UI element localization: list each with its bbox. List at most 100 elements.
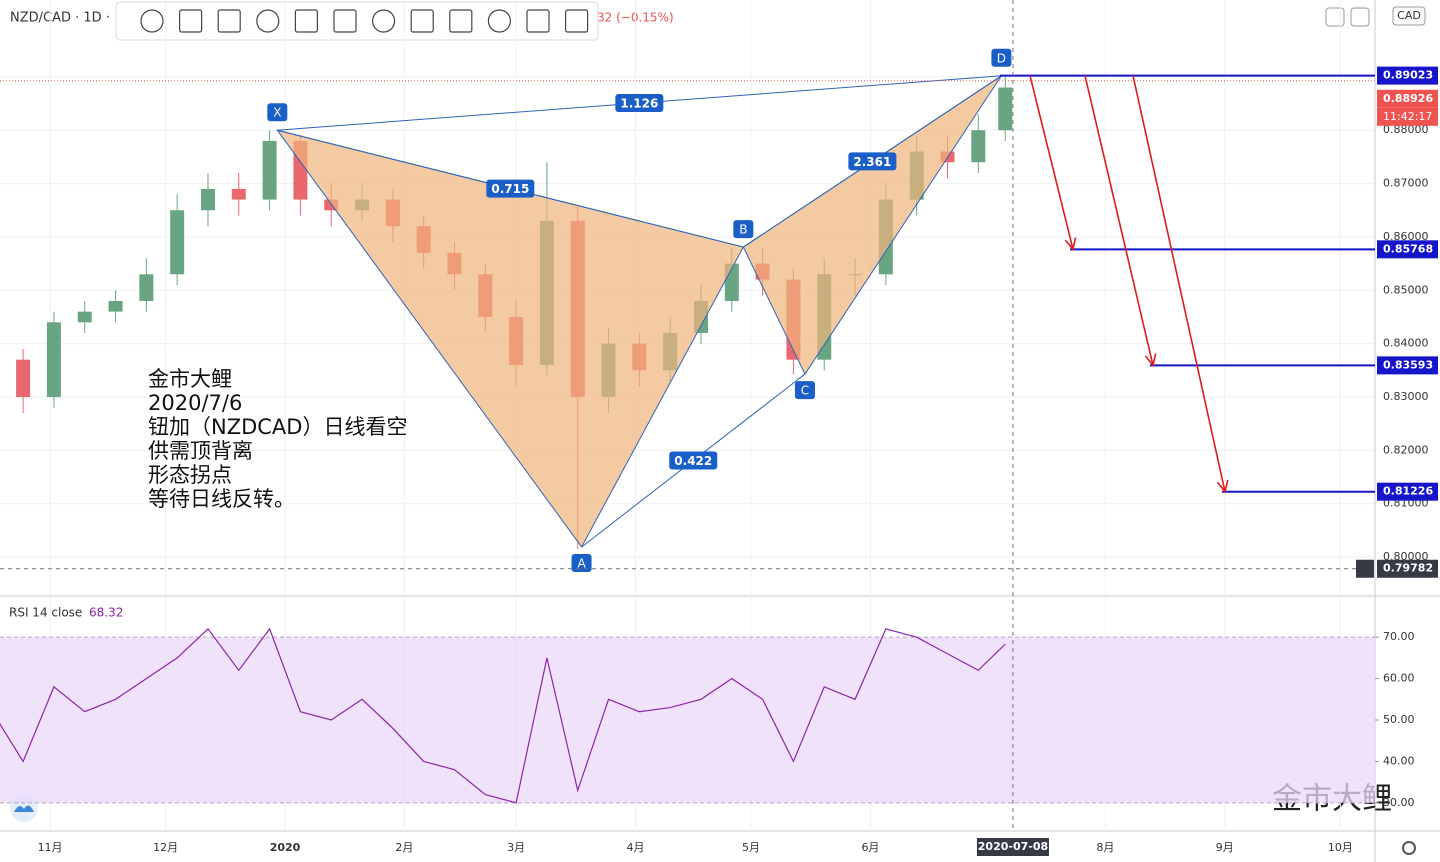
y-tick-label: 0.83000	[1383, 390, 1429, 403]
y-tick-label: 40.00	[1383, 754, 1415, 767]
arrow-head	[1144, 353, 1157, 368]
ratio-label: 1.126	[620, 96, 658, 110]
price-label: 0.89023	[1383, 69, 1433, 82]
price-label-box	[1377, 356, 1438, 375]
tool-icon[interactable]	[410, 9, 434, 33]
candle-body	[46, 322, 61, 398]
y-tick-label: 0.88000	[1383, 123, 1429, 136]
target-arrow	[1029, 75, 1074, 250]
target-arrow	[1132, 75, 1226, 492]
point-box	[733, 220, 754, 239]
symbol: NZD/CAD · 1D ·	[10, 11, 110, 26]
candle-body	[77, 311, 92, 323]
point-box	[267, 103, 288, 122]
annotation-line: 形态拐点	[148, 463, 232, 487]
x-tick-label: 10月	[1328, 841, 1353, 854]
candle-body	[16, 359, 31, 398]
countdown-box	[1377, 107, 1438, 126]
ratio-label: 2.361	[853, 155, 891, 169]
candle-body	[998, 87, 1013, 131]
point-box	[794, 381, 815, 400]
x-tick-label: 4月	[627, 841, 645, 854]
y-tick-label: 0.86000	[1383, 230, 1429, 243]
price-label: 0.85768	[1383, 242, 1433, 255]
x-tick-label: 3月	[507, 841, 525, 854]
candle-body	[971, 130, 986, 163]
crosshair-y-box	[1377, 559, 1438, 578]
candle-body	[324, 199, 339, 211]
candle-body	[200, 188, 215, 211]
rsi-title: RSI 14 close	[9, 606, 82, 620]
candle-body	[139, 274, 154, 301]
arrow-head	[1064, 237, 1077, 252]
tool-icon[interactable]	[564, 9, 589, 33]
point-box	[571, 553, 592, 572]
tool-icon[interactable]	[256, 9, 280, 33]
rsi-band	[0, 637, 1375, 803]
rsi-line	[0, 627, 1006, 804]
ratio-label: 0.715	[491, 182, 529, 196]
candle-body	[170, 210, 185, 275]
candle-body	[231, 188, 246, 200]
x-tick-label: 2月	[395, 841, 413, 854]
currency-button[interactable]	[1392, 6, 1426, 26]
ratio-box	[669, 451, 718, 470]
tool-icon[interactable]	[487, 9, 511, 33]
logo-glyph	[14, 805, 34, 812]
tool-icon[interactable]	[372, 9, 396, 33]
tool-icon[interactable]	[179, 9, 203, 33]
y-tick-label: 0.82000	[1383, 443, 1429, 456]
drawing-toolbar	[115, 1, 599, 41]
settings-button[interactable]	[1402, 841, 1416, 855]
annotation-line: 等待日线反转。	[148, 487, 295, 511]
y-tick-label: 0.87000	[1383, 177, 1429, 190]
crosshair-y-label: 0.79782	[1383, 562, 1433, 575]
point-label: B	[739, 223, 747, 237]
ratio-box	[486, 179, 535, 198]
x-tick-label: 5月	[742, 841, 760, 854]
x-tick-label: 9月	[1216, 841, 1234, 854]
point-label: C	[801, 384, 809, 398]
x-tick-label: 6月	[861, 841, 879, 854]
price-label-box	[1377, 66, 1438, 85]
target-arrow	[1084, 75, 1154, 366]
y-tick-label: 70.00	[1383, 630, 1415, 643]
y-tick-label: 60.00	[1383, 672, 1415, 685]
annotation-line: 供需顶背离	[148, 439, 253, 463]
crosshair-x-box	[976, 838, 1049, 856]
tool-icon[interactable]	[449, 9, 473, 33]
x-tick-label: 11月	[38, 841, 63, 854]
currency: CAD	[1397, 9, 1421, 22]
x-tick-label: 2020	[270, 841, 301, 854]
fullscreen-button[interactable]	[1350, 7, 1370, 27]
toolbar-frame	[115, 1, 599, 41]
x-tick-label: 12月	[153, 841, 178, 854]
tool-icon[interactable]	[333, 9, 357, 33]
annotation-line: 2020/7/6	[148, 391, 242, 415]
point-label: X	[273, 106, 281, 120]
point-label: A	[577, 556, 586, 570]
tool-icon[interactable]	[217, 9, 241, 33]
point-box	[991, 48, 1012, 67]
crosshair-x-label: 2020-07-08	[978, 840, 1048, 853]
price-label-box	[1377, 240, 1438, 259]
price-label: 0.83593	[1383, 358, 1433, 371]
tool-icon[interactable]	[294, 9, 318, 33]
y-tick-label: 50.00	[1383, 713, 1415, 726]
tool-icon[interactable]	[140, 9, 164, 33]
point-label: D	[997, 51, 1006, 65]
ratio-box	[848, 152, 897, 171]
ratio-box	[615, 93, 664, 112]
price-label: 0.81226	[1383, 485, 1433, 498]
crosshair-plus[interactable]	[1356, 559, 1374, 578]
y-tick-label: 0.84000	[1383, 337, 1429, 350]
candle-body	[108, 300, 123, 312]
annotation-line: 钮加（NZDCAD）日线看空	[148, 415, 407, 439]
annotation-line: 金市大鲤	[148, 367, 232, 391]
tool-icon[interactable]	[526, 9, 550, 33]
scale-button[interactable]	[1325, 7, 1345, 27]
ratio-label: 0.422	[674, 454, 712, 468]
arrow-head	[1216, 479, 1229, 494]
